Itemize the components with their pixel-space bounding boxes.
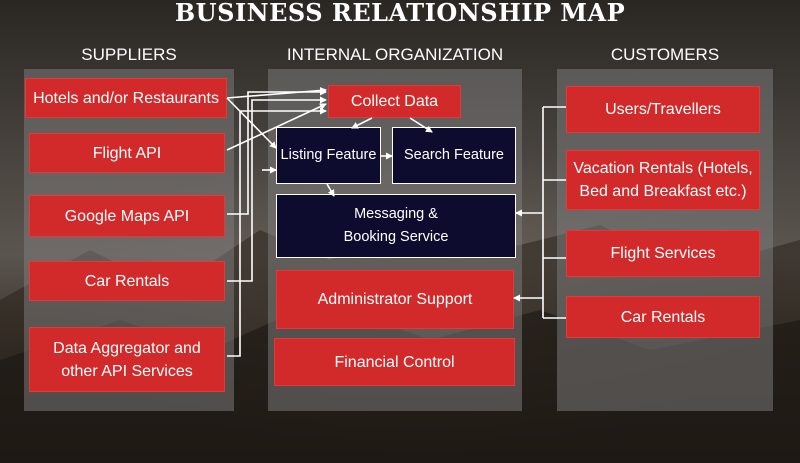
- supplier-data-aggregator: Data Aggregator and other API Services: [29, 327, 225, 392]
- customers-heading: CUSTOMERS: [610, 45, 720, 64]
- internal-heading: INTERNAL ORGANIZATION: [286, 45, 504, 64]
- supplier-car-rentals: Car Rentals: [29, 261, 225, 301]
- supplier-flight-api: Flight API: [29, 133, 225, 173]
- search-feature-box: Search Feature: [392, 127, 516, 184]
- messaging-booking-box: Messaging & Booking Service: [276, 194, 516, 258]
- customer-vacation-rentals: Vacation Rentals (Hotels, Bed and Breakf…: [566, 150, 760, 210]
- collect-data-box: Collect Data: [328, 85, 461, 118]
- supplier-google-maps-api: Google Maps API: [29, 195, 225, 237]
- listing-feature-box: Listing Feature: [276, 127, 381, 184]
- customer-users-travellers: Users/Travellers: [566, 86, 760, 133]
- suppliers-heading: SUPPLIERS: [81, 45, 177, 64]
- financial-control-box: Financial Control: [274, 338, 515, 386]
- customer-car-rentals: Car Rentals: [566, 296, 760, 338]
- supplier-hotels-restaurants: Hotels and/or Restaurants: [25, 78, 227, 118]
- diagram-title: BUSINESS RELATIONSHIP MAP: [174, 0, 626, 27]
- administrator-support-box: Administrator Support: [276, 270, 514, 329]
- customer-flight-services: Flight Services: [566, 230, 760, 277]
